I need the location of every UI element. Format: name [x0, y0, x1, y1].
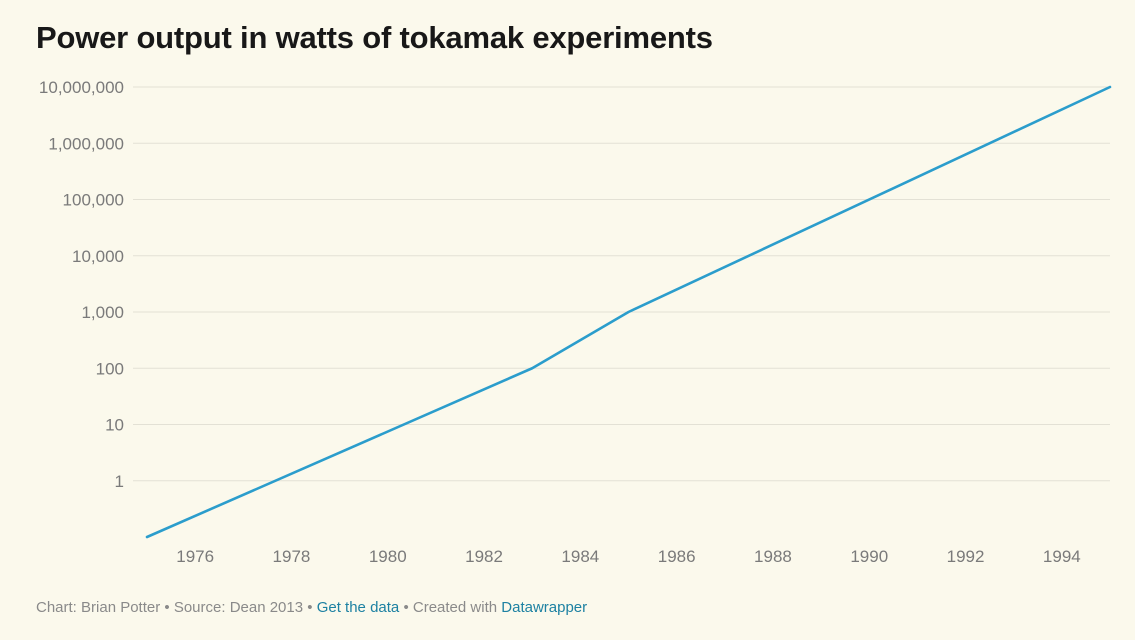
x-tick-label: 1978	[273, 547, 311, 566]
series-line	[145, 85, 1112, 539]
created-with-text: Created with	[412, 599, 498, 616]
x-tick-label: 1994	[1043, 547, 1081, 566]
x-tick-label: 1988	[754, 547, 792, 566]
x-tick-label: 1984	[561, 547, 599, 566]
credit-text: Chart: Brian Potter	[36, 599, 161, 616]
x-tick-label: 1976	[176, 547, 214, 566]
y-tick-label: 10,000,000	[39, 78, 124, 97]
x-tick-label: 1982	[465, 547, 503, 566]
y-tick-label: 10,000	[72, 247, 124, 266]
chart-footer: Chart: Brian Potter • Source: Dean 2013 …	[36, 599, 587, 616]
y-tick-label: 100,000	[63, 191, 124, 210]
get-the-data-link[interactable]: Get the data	[316, 599, 400, 616]
series-layer	[145, 85, 1112, 539]
y-tick-label: 100	[96, 359, 124, 378]
gridlines	[133, 86, 1110, 482]
y-tick-label: 10	[105, 416, 124, 435]
x-axis-tick-labels: 1976 1978 1980 1982 1984 1986 1988 1990 1992 1994	[176, 547, 1081, 566]
y-tick-label: 1,000,000	[48, 134, 124, 153]
x-tick-label: 1992	[947, 547, 985, 566]
y-axis-tick-labels: 1 10 100 1,000 10,000 100,000 1,000,000 10,000,…	[39, 78, 124, 491]
footer-separator: •	[403, 599, 409, 616]
x-tick-label: 1986	[658, 547, 696, 566]
x-tick-label: 1980	[369, 547, 407, 566]
y-tick-label: 1	[115, 472, 124, 491]
footer-separator: •	[307, 599, 313, 616]
footer-separator: •	[164, 599, 170, 616]
x-tick-label: 1990	[850, 547, 888, 566]
chart-title: Power output in watts of tokamak experim…	[36, 20, 713, 55]
y-tick-label: 1,000	[81, 303, 124, 322]
source-text: Source: Dean 2013	[173, 599, 304, 616]
datawrapper-link[interactable]: Datawrapper	[501, 599, 588, 616]
